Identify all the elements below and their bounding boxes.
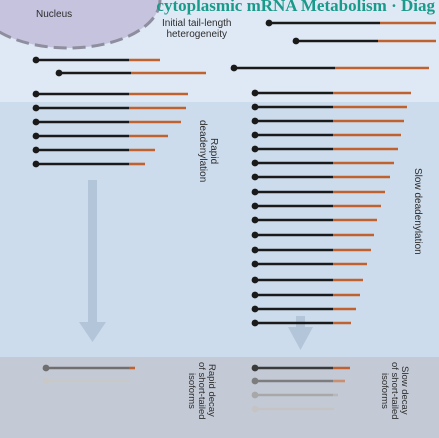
cap-dot: [42, 364, 50, 372]
mrna-molecule: [251, 145, 398, 153]
cap-dot: [251, 246, 259, 254]
cap-dot: [251, 202, 259, 210]
mrna-molecule: [292, 37, 436, 45]
mrna-molecule: [251, 202, 381, 210]
mrna-molecule: [251, 364, 350, 372]
mrna-molecule: [251, 246, 371, 254]
cap-dot: [251, 405, 259, 413]
cap-dot: [32, 56, 40, 64]
mrna-molecule: [42, 377, 130, 385]
mrna-molecule: [32, 146, 155, 154]
cap-dot: [42, 377, 50, 385]
slow-deadenylation-label: Slow deadenylation: [412, 168, 423, 255]
cap-dot: [251, 188, 259, 196]
mrna-molecule: [32, 132, 168, 140]
mrna-molecule: [251, 231, 374, 239]
mrna-molecule: [42, 364, 135, 372]
mrna-molecule: [55, 69, 206, 77]
mrna-molecules: [32, 19, 436, 413]
cap-dot: [32, 118, 40, 126]
left-arrow: [79, 180, 106, 342]
nucleus-shape: [0, 0, 162, 50]
cap-dot: [251, 319, 259, 327]
cap-dot: [251, 103, 259, 111]
mrna-molecule: [251, 291, 360, 299]
mrna-molecule: [251, 377, 345, 385]
cap-dot: [251, 173, 259, 181]
mrna-molecule: [251, 305, 356, 313]
mrna-molecule: [251, 89, 411, 97]
cap-dot: [251, 364, 259, 372]
rapid-deadenylation-label: Rapid deadenylation: [197, 120, 219, 183]
slow-decay-label: Slow decay of short-tailed isoforms: [379, 362, 410, 420]
mrna-molecule: [230, 64, 429, 72]
mrna-molecule: [32, 56, 160, 64]
cap-dot: [251, 89, 259, 97]
mrna-molecule: [251, 131, 401, 139]
nucleus-label: Nucleus: [36, 9, 73, 20]
page-header: cytoplasmic mRNA Metabolism · Diag: [156, 0, 435, 15]
cap-dot: [292, 37, 300, 45]
mrna-molecule: [251, 103, 407, 111]
mrna-molecule: [32, 160, 145, 168]
mrna-molecule: [251, 173, 390, 181]
cap-dot: [251, 216, 259, 224]
mrna-molecule: [265, 19, 436, 27]
cap-dot: [32, 160, 40, 168]
mrna-molecule: [251, 159, 394, 167]
cap-dot: [251, 305, 259, 313]
bottom-band: [0, 357, 439, 438]
cap-dot: [251, 260, 259, 268]
mrna-molecule: [251, 188, 385, 196]
mrna-molecule: [251, 405, 334, 413]
cap-dot: [230, 64, 238, 72]
cap-dot: [32, 90, 40, 98]
middle-band: [0, 102, 439, 357]
mrna-molecule: [251, 391, 338, 399]
cap-dot: [265, 19, 273, 27]
mrna-molecule: [32, 90, 188, 98]
mrna-molecule: [251, 319, 351, 327]
cap-dot: [251, 145, 259, 153]
mrna-molecule: [32, 104, 186, 112]
cap-dot: [32, 146, 40, 154]
cap-dot: [251, 276, 259, 284]
cap-dot: [251, 291, 259, 299]
rapid-decay-label: Rapid decay of short-tailed isoforms: [186, 362, 217, 420]
mrna-molecule: [251, 216, 377, 224]
cap-dot: [32, 104, 40, 112]
cap-dot: [251, 117, 259, 125]
cap-dot: [251, 377, 259, 385]
cap-dot: [55, 69, 63, 77]
cap-dot: [251, 159, 259, 167]
mrna-molecule: [251, 260, 367, 268]
mrna-molecule: [251, 117, 404, 125]
initial-heterogeneity-label: Initial tail-length heterogeneity: [162, 18, 232, 40]
cap-dot: [251, 391, 259, 399]
cap-dot: [32, 132, 40, 140]
cap-dot: [251, 231, 259, 239]
cap-dot: [251, 131, 259, 139]
mrna-molecule: [32, 118, 181, 126]
mrna-molecule: [251, 276, 363, 284]
